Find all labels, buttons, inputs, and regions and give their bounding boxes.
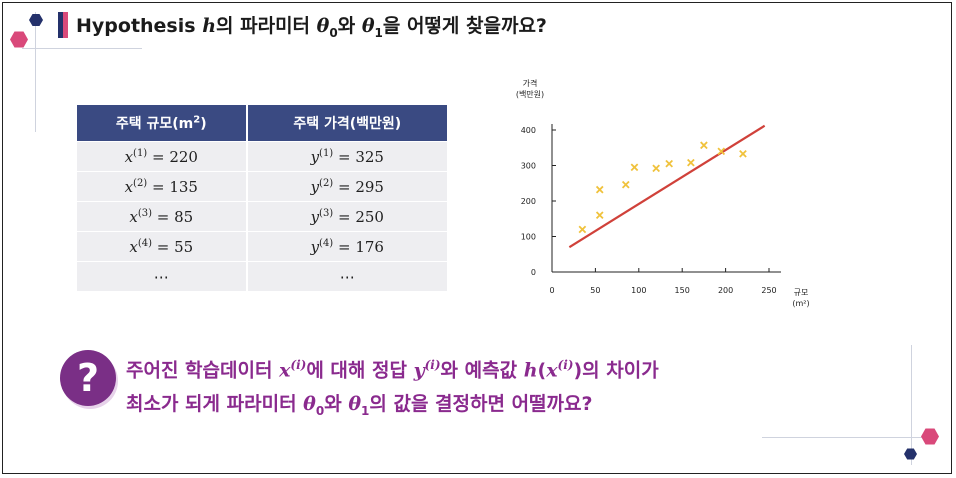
question-mark-icon: ? (60, 350, 116, 406)
x-tick-label: 200 (718, 286, 733, 295)
title-text: Hypothesis h의 파라미터 θ0와 θ1을 어떻게 찾을까요? (76, 14, 547, 40)
cell-house-price: y(2) = 295 (246, 171, 447, 202)
deco-line-right-horizontal (762, 437, 932, 438)
cell-house-size: x(1) = 220 (77, 141, 248, 172)
scatter-chart: 0 100 200 300 400 0 50 100 150 200 250 가격(백만원) 규모 (m²… (516, 78, 810, 308)
x-axis-label: 규모 (794, 288, 809, 297)
data-point (717, 147, 726, 156)
y-tick-label: 400 (521, 126, 536, 135)
data-point (595, 185, 604, 194)
cell-house-price: y(1) = 325 (246, 141, 447, 172)
data-point (595, 211, 604, 220)
data-point (665, 159, 674, 168)
table-row-ellipsis: ⋯ ⋯ (77, 261, 447, 291)
navy-hexagon-icon (29, 14, 43, 26)
y-axis-label: 가격 (523, 78, 538, 88)
question-callout: ? 주어진 학습데이터 x(i)에 대해 정답 y(i)와 예측값 h(x(i)… (60, 348, 930, 428)
cell-house-size: x(2) = 135 (77, 171, 248, 202)
data-point (687, 158, 695, 167)
x-tick-label: 150 (675, 286, 690, 295)
question-text: 주어진 학습데이터 x(i)에 대해 정답 y(i)와 예측값 h(x(i))의… (126, 348, 926, 428)
slide-title: Hypothesis h의 파라미터 θ0와 θ1을 어떻게 찾을까요? (58, 10, 547, 40)
data-point (652, 164, 660, 173)
regression-line (568, 124, 766, 249)
deco-line-left-horizontal (22, 48, 142, 49)
title-accent-bar (58, 12, 68, 38)
question-line-1: 주어진 학습데이터 x(i)에 대해 정답 y(i)와 예측값 h(x(i))의… (126, 358, 659, 382)
header-house-price: 주택 가격(백만원) (246, 105, 447, 142)
pink-hexagon-icon (10, 31, 28, 48)
y-tick-label: 100 (521, 233, 536, 242)
deco-line-right-vertical (911, 345, 912, 465)
table-row: x(2) = 135 y(2) = 295 (77, 171, 447, 202)
header-house-size: 주택 규모(m2) (77, 105, 248, 142)
x-axis-label-unit: (m²) (792, 299, 809, 308)
x-tick-label: 0 (549, 286, 554, 295)
deco-line-left-vertical (35, 12, 36, 132)
cell-house-price: y(4) = 176 (246, 231, 447, 262)
cell-house-size: x(4) = 55 (77, 231, 248, 262)
data-point (739, 149, 747, 158)
y-tick-label: 0 (531, 268, 536, 277)
y-axis-label-unit: (백만원) (516, 89, 544, 99)
question-line-2: 최소가 되게 파라미터 θ0와 θ1의 값을 결정하면 어떨까요? (126, 393, 593, 419)
data-point (700, 141, 708, 150)
y-tick-label: 300 (521, 162, 536, 171)
data-point (621, 180, 630, 189)
x-tick-label: 50 (590, 286, 600, 295)
housing-data-table: 주택 규모(m2) 주택 가격(백만원) x(1) = 220 y(1) = 32… (77, 105, 447, 291)
pink-hexagon-icon (921, 428, 939, 445)
table-row: x(3) = 85 y(3) = 250 (77, 201, 447, 232)
cell-house-size: x(3) = 85 (77, 201, 248, 232)
data-point (578, 225, 587, 234)
ellipsis-cell: ⋯ (77, 261, 248, 291)
cell-house-price: y(3) = 250 (246, 201, 447, 232)
data-point (630, 163, 639, 172)
x-tick-label: 100 (631, 286, 646, 295)
table-row: x(1) = 220 y(1) = 325 (77, 141, 447, 172)
navy-hexagon-icon (904, 448, 917, 460)
y-tick-label: 200 (521, 197, 536, 206)
x-tick-label: 250 (761, 286, 776, 295)
ellipsis-cell: ⋯ (246, 261, 447, 291)
table-row: x(4) = 55 y(4) = 176 (77, 231, 447, 262)
